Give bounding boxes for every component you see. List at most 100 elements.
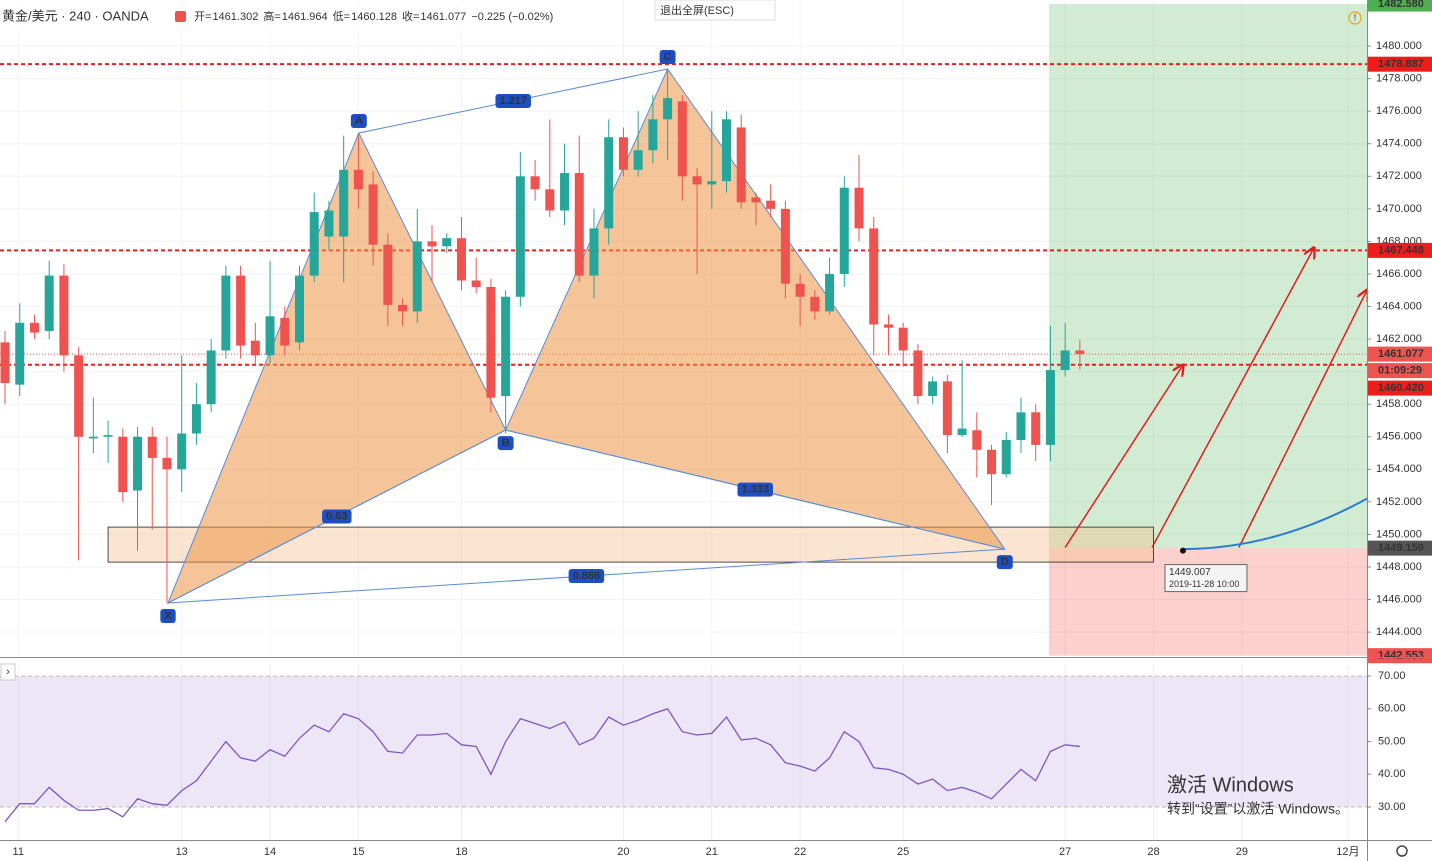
candle-body <box>869 228 879 325</box>
settings-icon[interactable] <box>1396 845 1408 857</box>
candle-body <box>721 119 731 182</box>
tooltip-time: 2019-11-28 10:00 <box>1169 579 1239 589</box>
candle-body <box>1031 412 1041 445</box>
candle-body <box>560 173 570 211</box>
alert-icon-mark[interactable]: ! <box>1354 12 1357 22</box>
candle-body <box>515 176 525 297</box>
countdown-bg <box>1368 363 1432 379</box>
candle-body <box>29 322 39 333</box>
candle-body <box>648 119 658 151</box>
pattern-point-label-bg <box>160 608 176 623</box>
candle-body <box>663 98 673 120</box>
candle-body <box>1001 440 1011 475</box>
status-icon[interactable] <box>175 11 186 22</box>
field-key: 高= <box>263 9 280 23</box>
exit-fullscreen-button[interactable] <box>654 0 776 21</box>
y-tick-label: 1474.000 <box>1376 138 1422 150</box>
x-tick-label: 14 <box>264 846 276 858</box>
candle-body <box>1060 350 1070 371</box>
collapse-icon[interactable]: › <box>6 666 10 678</box>
ratio-label: 1.333 <box>741 483 769 495</box>
rsi-line <box>4 708 1080 823</box>
collapse-button[interactable] <box>0 663 16 681</box>
pattern-point-label-bg <box>659 50 676 65</box>
candle-body <box>456 238 466 281</box>
y-tick-label: 40.00 <box>1378 768 1406 780</box>
candle-body <box>766 200 776 209</box>
candle-body <box>839 187 849 274</box>
candle-body <box>751 197 761 203</box>
pattern-point-label-bg <box>497 436 514 451</box>
x-tick-label: 21 <box>706 846 718 858</box>
candle-body <box>928 381 938 397</box>
candle-body <box>883 324 893 328</box>
rsi-pane <box>0 665 1367 840</box>
y-tick-label: 1478.000 <box>1376 73 1422 85</box>
axes: 1444.000 1446.000 1448.000 1450.000 1452.000… <box>13 0 1432 858</box>
y-tick-label: 1458.000 <box>1376 398 1422 410</box>
countdown: 01:09:29 <box>1378 365 1422 377</box>
candle-body <box>795 283 805 297</box>
candle-body <box>972 430 982 450</box>
y-tick-label: 1452.000 <box>1376 496 1422 508</box>
candle-body <box>368 184 378 245</box>
candle-body <box>1045 370 1055 445</box>
candle-body <box>88 436 98 439</box>
candle-body <box>133 436 143 491</box>
candle-body <box>810 296 820 312</box>
tooltip-value: 1449.007 <box>1169 567 1211 578</box>
price-marker-label: 1467.448 <box>1378 244 1424 256</box>
watermark-title: 激活 Windows <box>1167 773 1294 796</box>
candle-body <box>383 244 393 305</box>
candle-body <box>309 212 319 276</box>
y-tick-label: 1464.000 <box>1376 300 1422 312</box>
target-zone <box>1048 4 1367 549</box>
candle-body <box>574 173 584 276</box>
y-tick-label: 30.00 <box>1378 801 1406 813</box>
price-marker-label: 1442.553 <box>1378 650 1424 662</box>
tooltip <box>1164 564 1248 593</box>
price-marker <box>1368 242 1432 258</box>
x-tick-label: 29 <box>1236 846 1248 858</box>
candle-body <box>15 322 25 385</box>
candle-body <box>0 342 10 384</box>
candle-body <box>707 181 717 185</box>
candle-body <box>324 210 334 237</box>
candle-body <box>957 428 967 436</box>
candle-body <box>1075 350 1085 355</box>
pattern-point-label: C <box>664 51 672 63</box>
candle-body <box>898 327 908 351</box>
candle-body <box>118 436 128 493</box>
pattern-point-label-bg <box>996 555 1013 570</box>
price-marker <box>1368 380 1432 396</box>
x-tick-label: 27 <box>1059 846 1071 858</box>
y-tick-label: 1472.000 <box>1376 170 1422 182</box>
candle-body <box>353 169 363 190</box>
field-key: 开= <box>194 11 211 23</box>
y-tick-label: 1480.000 <box>1376 40 1422 52</box>
alert-icon[interactable] <box>1348 11 1362 25</box>
x-tick-label: 12月 <box>1336 846 1359 858</box>
y-tick-label: 1448.000 <box>1376 561 1422 573</box>
watermark-text: 转到“设置”以激活 Windows。 <box>1167 801 1349 817</box>
change: −0.225 (−0.02%) <box>471 11 553 23</box>
candle-body <box>618 137 628 170</box>
price-marker-label: 1460.420 <box>1378 382 1424 394</box>
candle-body <box>59 275 69 356</box>
candle-body <box>191 404 201 434</box>
x-tick-label: 28 <box>1147 846 1159 858</box>
ratio-label: 0.886 <box>573 570 601 582</box>
price-marker-label: 1449.159 <box>1378 542 1424 554</box>
candle-body <box>736 127 746 203</box>
crosshair-point <box>1179 547 1186 554</box>
exit-fullscreen-label[interactable]: 退出全屏(ESC) <box>660 3 734 17</box>
price-marker <box>1368 0 1432 12</box>
field-value: 1461.077 <box>420 11 466 23</box>
candle-body <box>501 296 511 397</box>
candle-body <box>987 449 997 475</box>
candle-body <box>280 317 290 346</box>
price-pane: 0.63 1.217 1.333 0.886 X A B C D <box>0 0 1367 657</box>
candle-body <box>206 350 216 405</box>
